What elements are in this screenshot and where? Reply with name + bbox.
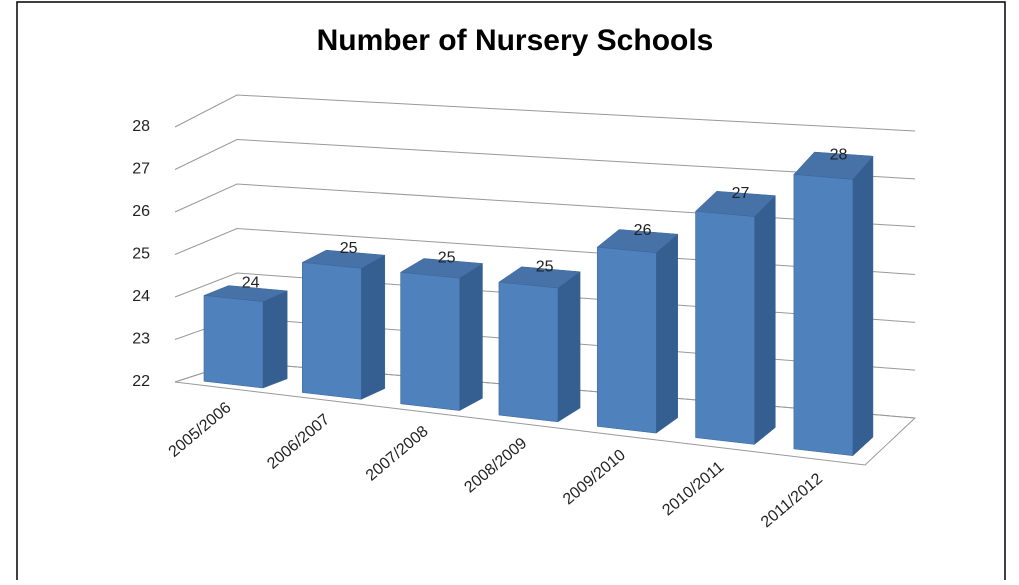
bar [694, 190, 776, 445]
y-tick-label: 27 [132, 161, 150, 178]
bar-front [498, 281, 559, 423]
data-label: 27 [732, 185, 750, 202]
y-tick-label: 22 [132, 373, 150, 390]
grid-line [174, 94, 916, 132]
y-tick-label: 24 [132, 288, 150, 305]
data-label: 25 [438, 249, 456, 266]
data-label: 25 [536, 258, 554, 275]
bar-side [754, 195, 776, 445]
data-label: 24 [242, 275, 260, 292]
bar [203, 285, 289, 389]
bar-side [557, 271, 581, 423]
bar [498, 266, 581, 423]
bar-side [852, 155, 874, 457]
data-label: 25 [340, 240, 358, 257]
y-tick-label: 23 [132, 331, 150, 348]
bar [301, 249, 386, 400]
bar [793, 151, 874, 457]
bar-front [302, 262, 362, 400]
y-tick-label: 26 [132, 203, 150, 220]
grid-line [174, 138, 916, 180]
bar-front [695, 210, 755, 445]
bar-side [361, 254, 386, 400]
bar-side [655, 233, 678, 434]
bar-side [459, 263, 483, 411]
chart-title: Number of Nursery Schools [317, 24, 714, 57]
bar-side [262, 290, 288, 389]
grid-line [174, 272, 916, 323]
y-tick-label: 25 [132, 246, 150, 263]
y-tick-label: 28 [132, 118, 150, 135]
bar [596, 229, 679, 434]
bar-front [400, 271, 460, 411]
bar [399, 258, 484, 411]
grid-line [174, 183, 916, 228]
bar-front [203, 295, 264, 389]
grid-line [174, 227, 916, 275]
data-label: 28 [830, 147, 848, 164]
bar-front [793, 174, 854, 456]
bar-front [596, 246, 657, 434]
data-label: 26 [634, 222, 652, 239]
